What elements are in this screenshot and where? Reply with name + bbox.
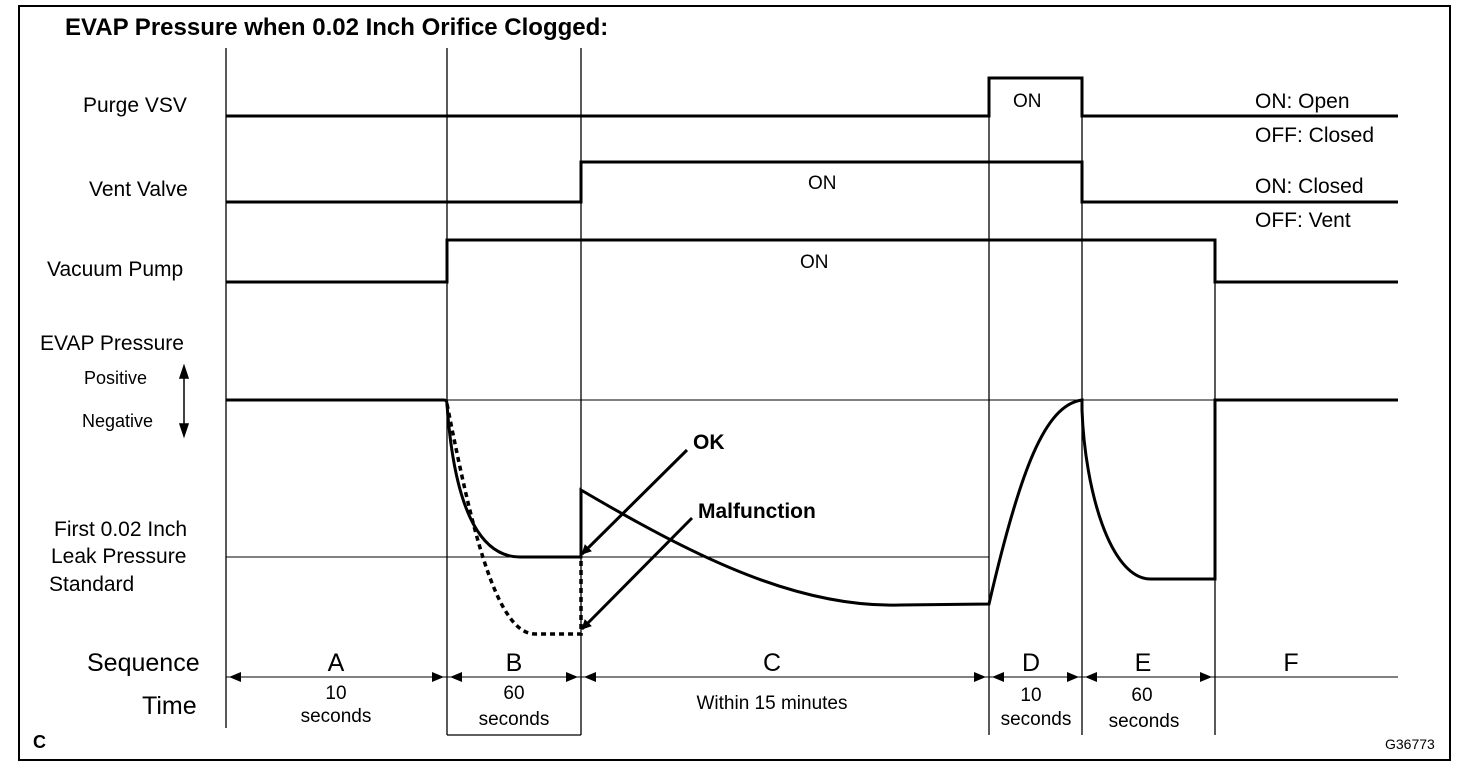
purge-vsv-on-text: ON: [1013, 91, 1042, 112]
interval-arrows: [229, 672, 1212, 682]
vacuum-pump-label: Vacuum Pump: [47, 258, 183, 281]
standard-label-line-2: Leak Pressure: [51, 545, 186, 568]
malfunction-label: Malfunction: [698, 500, 816, 523]
evap-pressure-ok-curve: [226, 398, 1398, 607]
purge-vsv-label: Purge VSV: [83, 94, 187, 117]
positive-negative-arrow: [178, 363, 190, 439]
ok-pointer: [580, 448, 689, 556]
phase-f-letter: F: [1283, 649, 1298, 677]
sequence-label: Sequence: [87, 649, 200, 677]
figure-id: G36773: [1385, 736, 1435, 752]
vent-valve-label: Vent Valve: [89, 178, 188, 201]
phase-e-time-1: 60: [1131, 685, 1152, 706]
vent-valve-legend-on: ON: Closed: [1255, 175, 1364, 198]
negative-label: Negative: [82, 411, 153, 431]
evap-pressure-label: EVAP Pressure: [40, 332, 184, 355]
phase-e-letter: E: [1135, 649, 1152, 677]
diagram-title: EVAP Pressure when 0.02 Inch Orifice Clo…: [65, 14, 608, 41]
phase-a-time-2: seconds: [301, 706, 372, 727]
evap-pressure-malfunction-curve: [445, 403, 583, 636]
phase-b-letter: B: [506, 649, 523, 677]
phase-a-time-1: 10: [325, 683, 346, 704]
vent-valve-legend-off: OFF: Vent: [1255, 209, 1351, 232]
phase-boundaries: [225, 48, 1216, 735]
vacuum-pump-waveform: [226, 238, 1398, 284]
corner-mark: C: [33, 732, 46, 752]
purge-vsv-waveform: [226, 76, 1398, 118]
phase-a-letter: A: [328, 649, 345, 677]
standard-label-line-1: First 0.02 Inch: [54, 518, 187, 541]
vent-valve-on-text: ON: [808, 173, 837, 194]
phase-c-time-1: Within 15 minutes: [696, 693, 847, 714]
phase-e-time-2: seconds: [1109, 711, 1180, 732]
positive-label: Positive: [84, 368, 147, 388]
diagram-frame: [18, 5, 1451, 761]
phase-d-time-2: seconds: [1001, 709, 1072, 730]
phase-c-letter: C: [763, 649, 781, 677]
vacuum-pump-on-text: ON: [800, 252, 829, 273]
phase-b-time-2: seconds: [479, 709, 550, 730]
purge-vsv-legend-on: ON: Open: [1255, 90, 1350, 113]
vent-valve-waveform: [226, 160, 1398, 204]
phase-d-letter: D: [1022, 649, 1040, 677]
time-label: Time: [142, 692, 197, 720]
ok-label: OK: [693, 431, 725, 454]
phase-d-time-1: 10: [1020, 685, 1041, 706]
purge-vsv-legend-off: OFF: Closed: [1255, 124, 1374, 147]
standard-label-line-3: Standard: [49, 573, 134, 596]
malfunction-pointer: [580, 516, 694, 631]
phase-b-time-1: 60: [503, 683, 524, 704]
